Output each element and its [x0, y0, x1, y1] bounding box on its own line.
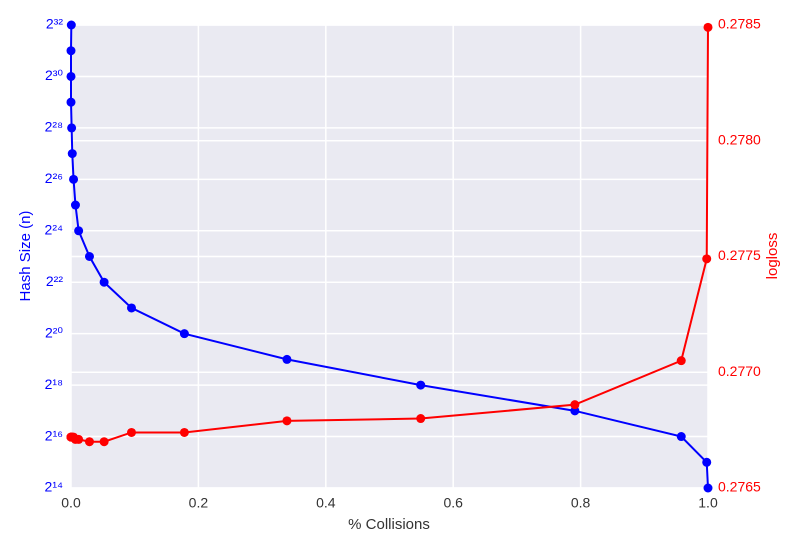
data-point	[70, 200, 80, 210]
data-point	[74, 226, 84, 236]
x-tick-label: 0.0	[61, 495, 81, 511]
y2-tick-label: 0.2785	[718, 16, 761, 32]
data-point	[703, 22, 713, 32]
y-tick-label: 2²⁰	[45, 324, 63, 340]
y2-axis-label: logloss	[764, 233, 781, 280]
x-tick-label: 0.6	[443, 495, 463, 511]
data-point	[127, 427, 137, 437]
data-point	[282, 416, 292, 426]
data-point	[67, 149, 77, 159]
data-point	[74, 434, 84, 444]
data-point	[702, 254, 712, 264]
y2-tick-label: 0.2765	[718, 479, 761, 495]
data-point	[676, 356, 686, 366]
y-tick-label: 2³⁰	[45, 67, 63, 83]
y-tick-label: 2³²	[46, 16, 63, 32]
y-tick-label: 2¹⁸	[45, 376, 63, 392]
x-tick-label: 0.8	[571, 495, 591, 511]
x-tick-label: 0.2	[189, 495, 209, 511]
y2-tick-label: 0.2770	[718, 363, 761, 379]
data-point	[127, 303, 137, 313]
data-point	[702, 457, 712, 467]
y-tick-label: 2²²	[46, 273, 63, 289]
data-point	[416, 380, 426, 390]
y2-tick-label: 0.2780	[718, 131, 761, 147]
data-point	[66, 71, 76, 81]
data-point	[99, 277, 109, 287]
data-point	[67, 123, 77, 133]
data-point	[84, 252, 94, 261]
data-point	[676, 432, 686, 442]
y-tick-label: 2²⁶	[45, 170, 63, 186]
y-tick-label: 2²⁴	[45, 221, 63, 237]
data-point	[69, 174, 79, 184]
data-point	[703, 483, 713, 493]
data-point	[416, 414, 426, 424]
data-point	[99, 437, 109, 447]
data-point	[179, 329, 189, 339]
x-tick-label: 0.4	[316, 495, 336, 511]
y-tick-label: 2¹⁴	[45, 479, 63, 495]
data-point	[282, 354, 292, 364]
data-point	[66, 20, 76, 30]
data-point	[570, 406, 580, 416]
data-point	[66, 97, 76, 107]
data-point	[179, 427, 189, 437]
y-axis-label: Hash Size (n)	[17, 211, 34, 302]
x-tick-label: 1.0	[698, 495, 718, 511]
x-axis-label: % Collisions	[348, 516, 430, 533]
data-point	[84, 437, 94, 447]
data-point	[66, 46, 76, 56]
y-tick-label: 2¹⁶	[45, 427, 63, 443]
y-tick-label: 2²⁸	[45, 119, 63, 135]
data-point	[570, 400, 580, 410]
y2-tick-label: 0.2775	[718, 247, 761, 263]
